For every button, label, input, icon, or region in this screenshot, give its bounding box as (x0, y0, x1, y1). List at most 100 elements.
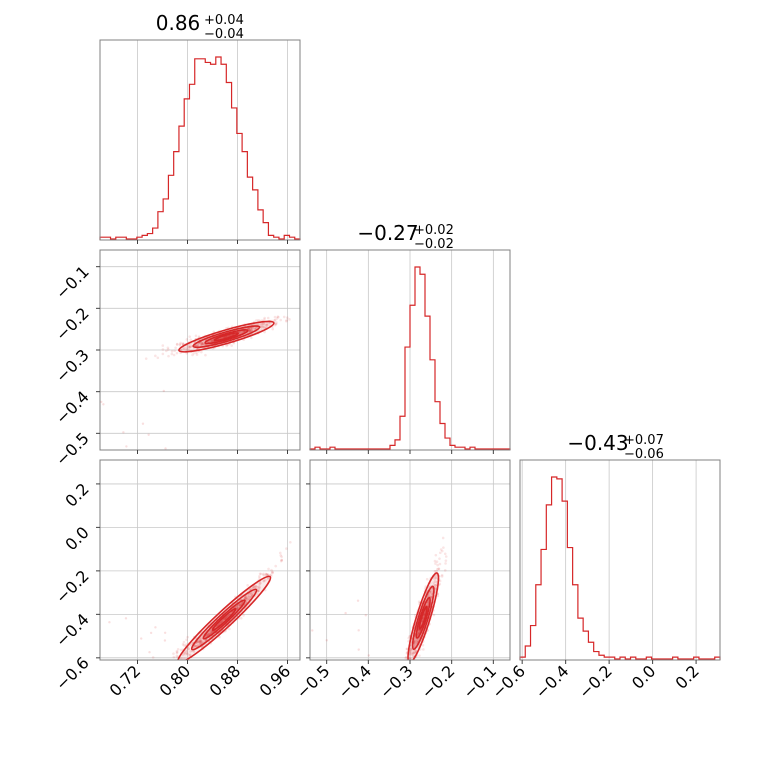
density-contour (177, 575, 272, 660)
sample-point (247, 597, 251, 601)
sample-point (184, 650, 187, 653)
sample-point (258, 581, 262, 585)
sample-point (258, 586, 262, 589)
sample-point (248, 592, 252, 596)
sample-point (262, 322, 266, 325)
sample-point (265, 323, 269, 327)
sample-point (186, 652, 189, 656)
sample-point (415, 642, 418, 645)
sample-point (187, 647, 190, 651)
sample-point (197, 640, 201, 644)
sample-point (220, 620, 223, 624)
sample-point (207, 631, 211, 634)
sample-point (252, 586, 255, 589)
sample-point (209, 629, 212, 633)
sample-point (307, 517, 310, 520)
sample-point (201, 342, 204, 345)
sample-point (250, 336, 253, 340)
sample-point (246, 584, 249, 587)
sample-point (248, 329, 252, 333)
sample-point (194, 334, 198, 338)
sample-point (412, 651, 416, 655)
density-contour (407, 572, 440, 660)
sample-point (440, 549, 444, 553)
sample-point (280, 558, 284, 562)
sample-point (408, 651, 412, 655)
sample-point (188, 346, 192, 349)
sample-point (175, 351, 179, 355)
sample-point (207, 340, 210, 344)
x-tick-label: 0.0 (628, 661, 659, 692)
sample-point (185, 346, 188, 350)
sample-point (188, 653, 192, 656)
sample-point (148, 651, 151, 654)
sample-point (182, 640, 186, 644)
sample-point (187, 345, 191, 349)
sample-point (260, 323, 264, 326)
sample-point (246, 594, 250, 598)
sample-point (253, 586, 256, 590)
sample-point (149, 631, 153, 635)
sample-point (195, 353, 199, 356)
sample-point (200, 341, 204, 345)
sample-point (200, 640, 203, 643)
density-contour (178, 320, 275, 353)
sample-point (414, 649, 417, 652)
sample-point (266, 576, 270, 580)
sample-point (250, 327, 254, 330)
sample-point (185, 351, 189, 355)
panel-frame (99, 39, 301, 241)
sample-point (246, 597, 249, 600)
sample-point (253, 589, 257, 593)
sample-point (413, 650, 416, 653)
sample-point (172, 652, 175, 655)
sample-point (225, 344, 228, 348)
y-tick-label: −0.3 (52, 345, 93, 386)
y-tick-label: −0.2 (52, 304, 93, 345)
sample-point (267, 321, 271, 325)
sample-point (440, 575, 444, 578)
sample-point (280, 555, 283, 559)
sample-point (435, 580, 439, 584)
sample-point (156, 665, 159, 668)
sample-point (175, 654, 178, 658)
sample-point (245, 599, 248, 602)
sample-point (436, 594, 440, 598)
sample-point (175, 650, 179, 654)
sample-point (434, 576, 437, 579)
sample-point (158, 661, 161, 664)
sample-point (199, 343, 203, 347)
sample-point (251, 586, 255, 590)
sample-point (170, 662, 173, 665)
sample-point (417, 631, 420, 635)
sample-point (273, 318, 276, 322)
sample-point (159, 663, 162, 666)
sample-point (206, 632, 210, 636)
sample-point (258, 583, 261, 586)
sample-point (261, 324, 265, 328)
sample-point (224, 616, 228, 620)
sample-point (165, 661, 168, 664)
sample-point (282, 315, 286, 319)
sample-point (237, 604, 241, 608)
sample-point (249, 329, 253, 332)
sample-point (221, 619, 225, 623)
sample-point (257, 319, 260, 322)
sample-point (194, 351, 198, 355)
sample-point (285, 547, 288, 550)
sample-point (248, 328, 251, 332)
sample-point (271, 570, 274, 574)
sample-point (421, 643, 425, 647)
sample-point (256, 586, 260, 589)
sample-point (201, 342, 205, 346)
sample-point (364, 614, 368, 617)
sample-point (154, 626, 157, 629)
sample-point (167, 354, 170, 358)
sample-point (227, 627, 231, 631)
sample-point (187, 647, 190, 651)
sample-point (437, 567, 440, 571)
sample-point (413, 661, 416, 664)
sample-point (239, 603, 242, 607)
histogram-title-upper: +0.04 (204, 13, 244, 28)
sample-point (238, 331, 242, 335)
